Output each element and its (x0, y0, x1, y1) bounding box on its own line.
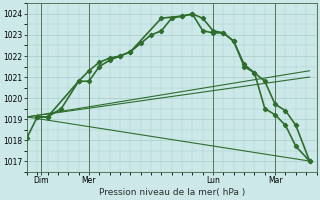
X-axis label: Pression niveau de la mer( hPa ): Pression niveau de la mer( hPa ) (99, 188, 245, 197)
